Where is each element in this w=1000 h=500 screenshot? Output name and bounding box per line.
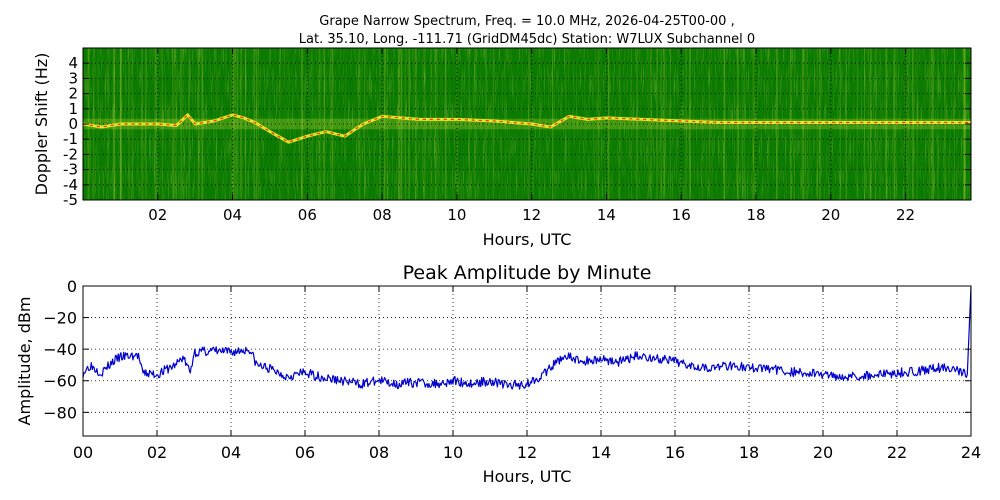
spectrogram-x-tick-label: 20 (821, 206, 840, 224)
amplitude-x-ticks: 00 02 04 06 08 10 12 14 16 18 20 22 24 (73, 286, 981, 462)
spectrogram-y-tick-label: 0 (68, 115, 78, 133)
amplitude-x-tick-label: 10 (443, 443, 463, 462)
spectrogram-x-tick-label: 18 (746, 206, 765, 224)
amplitude-x-tick-label: 08 (369, 443, 389, 462)
amplitude-series-line (83, 286, 971, 390)
spectrogram-chart: Grape Narrow Spectrum, Freq. = 10.0 MHz,… (32, 14, 972, 249)
spectrogram-x-tick-label: 16 (672, 206, 691, 224)
amplitude-y-tick-label: 0 (67, 277, 77, 296)
amplitude-x-tick-label: 24 (961, 443, 981, 462)
spectrogram-y-tick-label: 3 (68, 69, 78, 87)
amplitude-x-tick-label: 20 (813, 443, 833, 462)
spectrogram-x-tick-label: 02 (148, 206, 167, 224)
amplitude-y-ticks: 0 −20 −40 −60 −80 (43, 277, 971, 422)
amplitude-plot-area (83, 286, 971, 436)
amplitude-y-tick-label: −40 (43, 340, 77, 359)
spectrogram-x-tick-label: 08 (373, 206, 392, 224)
amplitude-chart: Peak Amplitude by Minute 00 02 04 06 08 10 12 1… (15, 262, 981, 486)
spectrogram-x-axis-label: Hours, UTC (483, 230, 572, 249)
amplitude-y-tick-label: −20 (43, 309, 77, 328)
amplitude-x-tick-label: 14 (591, 443, 611, 462)
spectrogram-x-tick-label: 04 (223, 206, 242, 224)
spectrogram-x-tick-label: 14 (597, 206, 616, 224)
spectrogram-y-tick-label: -4 (63, 176, 78, 194)
amplitude-x-tick-label: 00 (73, 443, 93, 462)
spectrogram-y-tick-label: -2 (63, 145, 78, 163)
amplitude-x-tick-label: 12 (517, 443, 537, 462)
spectrogram-y-tick-label: 4 (68, 54, 78, 72)
spectrogram-x-tick-label: 06 (298, 206, 317, 224)
spectrogram-x-tick-label: 22 (896, 206, 915, 224)
spectrogram-title-line2: Lat. 35.10, Long. -111.71 (GridDM45dc) S… (299, 32, 755, 47)
amplitude-x-tick-label: 06 (295, 443, 315, 462)
spectrogram-x-ticks: 02 04 06 08 10 12 14 16 18 20 22 (148, 48, 915, 224)
amplitude-y-tick-label: −80 (43, 403, 77, 422)
spectrogram-title-line1: Grape Narrow Spectrum, Freq. = 10.0 MHz,… (319, 14, 734, 29)
amplitude-y-axis-label: Amplitude, dBm (15, 297, 34, 426)
amplitude-x-tick-label: 18 (739, 443, 759, 462)
spectrogram-y-axis-label: Doppler Shift (Hz) (32, 53, 51, 196)
spectrogram-x-tick-label: 12 (522, 206, 541, 224)
amplitude-x-tick-label: 04 (221, 443, 241, 462)
doppler-peak-trace (83, 114, 971, 143)
amplitude-title: Peak Amplitude by Minute (403, 262, 652, 284)
amplitude-x-axis-label: Hours, UTC (483, 467, 572, 486)
amplitude-y-tick-label: −60 (43, 372, 77, 391)
spectrogram-y-tick-label: -3 (63, 161, 78, 179)
amplitude-x-tick-label: 02 (147, 443, 167, 462)
amplitude-x-tick-label: 16 (665, 443, 685, 462)
spectrogram-y-tick-label: 1 (68, 100, 78, 118)
amplitude-x-tick-label: 22 (887, 443, 907, 462)
spectrogram-y-tick-label: 2 (68, 85, 78, 103)
spectrogram-y-tick-label: -1 (63, 130, 78, 148)
spectrogram-x-tick-label: 10 (447, 206, 466, 224)
spectrogram-y-tick-label: -5 (63, 191, 78, 209)
spectrogram-texture (83, 48, 971, 200)
